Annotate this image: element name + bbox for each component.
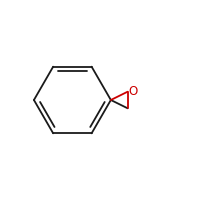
Text: O: O [129, 85, 138, 98]
